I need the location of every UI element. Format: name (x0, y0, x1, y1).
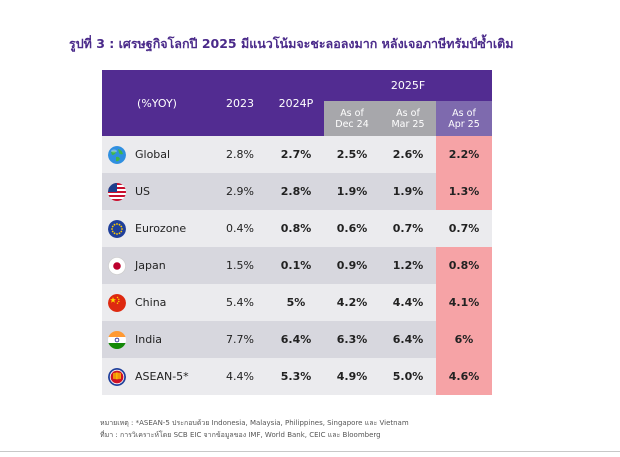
asean-icon (108, 367, 126, 386)
value-2023: 2.9% (226, 185, 254, 198)
value-2024p: 2.7% (280, 148, 312, 161)
subheader-apr25: As of Apr 25 (436, 101, 492, 136)
japan-flag-icon (108, 256, 126, 275)
value-2023: 1.5% (226, 259, 254, 272)
subheader-apr25-line1: As of (452, 107, 476, 119)
globe-icon (108, 145, 126, 164)
value-2023: 7.7% (226, 333, 254, 346)
source-note: ที่มา : การวิเคราะห์โดย SCB EIC จากข้อมู… (100, 431, 381, 439)
table-row: India 7.7% 6.4% 6.3% 6.4% 6% (102, 321, 492, 358)
header-yoy: (%YOY) (102, 70, 212, 136)
subheader-dec24-line2: Dec 24 (335, 118, 369, 130)
value-mar25: 4.4% (392, 296, 424, 309)
subheader-mar25-line2: Mar 25 (391, 118, 425, 130)
value-apr25: 4.1% (436, 284, 492, 321)
country-name: US (135, 185, 151, 198)
china-flag-icon (108, 293, 126, 312)
table-row: US 2.9% 2.8% 1.9% 1.9% 1.3% (102, 173, 492, 210)
country-name: Global (135, 148, 171, 161)
footnote: หมายเหตุ : *ASEAN-5 ประกอบด้วย Indonesia… (100, 419, 409, 427)
value-mar25: 2.6% (392, 148, 424, 161)
country-cell: Eurozone (102, 210, 212, 247)
value-2024p: 5% (286, 296, 306, 309)
value-2024p: 2.8% (280, 185, 312, 198)
subheader-dec24: As of Dec 24 (324, 101, 380, 136)
figure-title: รูปที่ 3 : เศรษฐกิจโลกปี 2025 มีแนวโน้มจ… (69, 36, 514, 51)
country-name: ASEAN-5* (135, 370, 189, 383)
us-flag-icon (108, 182, 126, 201)
value-dec24: 4.2% (336, 296, 368, 309)
table-row: Eurozone 0.4% 0.8% 0.6% 0.7% 0.7% (102, 210, 492, 247)
value-dec24: 0.9% (336, 259, 368, 272)
value-dec24: 6.3% (336, 333, 368, 346)
table-row: ASEAN-5* 4.4% 5.3% 4.9% 5.0% 4.6% (102, 358, 492, 395)
value-2024p: 0.1% (280, 259, 312, 272)
country-cell: ASEAN-5* (102, 358, 212, 395)
value-2024p: 6.4% (280, 333, 312, 346)
value-2023: 4.4% (226, 370, 254, 383)
country-cell: India (102, 321, 212, 358)
value-2023: 5.4% (226, 296, 254, 309)
subheader-mar25: As of Mar 25 (380, 101, 436, 136)
bottom-divider (0, 451, 620, 452)
value-dec24: 0.6% (336, 222, 368, 235)
table-row: China 5.4% 5% 4.2% 4.4% 4.1% (102, 284, 492, 321)
header-2023: 2023 (212, 70, 268, 136)
table-row: Japan 1.5% 0.1% 0.9% 1.2% 0.8% (102, 247, 492, 284)
growth-table: (%YOY) 2023 2024P 2025F As of Dec 24 As o… (102, 70, 492, 396)
country-name: Eurozone (135, 222, 187, 235)
country-cell: China (102, 284, 212, 321)
country-cell: Japan (102, 247, 212, 284)
value-2024p: 0.8% (280, 222, 312, 235)
header-2024p: 2024P (268, 70, 324, 136)
subheader-dec24-line1: As of (340, 107, 364, 119)
value-apr25: 4.6% (436, 358, 492, 395)
country-name: Japan (135, 259, 166, 272)
value-2024p: 5.3% (280, 370, 312, 383)
value-mar25: 1.2% (392, 259, 424, 272)
value-2023: 2.8% (226, 148, 254, 161)
header-2025f: 2025F (324, 70, 492, 101)
value-apr25: 0.8% (436, 247, 492, 284)
table-row: Global 2.8% 2.7% 2.5% 2.6% 2.2% (102, 136, 492, 173)
country-cell: Global (102, 136, 212, 173)
country-name: India (135, 333, 162, 346)
value-dec24: 2.5% (336, 148, 368, 161)
value-dec24: 4.9% (336, 370, 368, 383)
india-flag-icon (108, 330, 126, 349)
value-mar25: 1.9% (392, 185, 424, 198)
country-name: China (135, 296, 167, 309)
value-mar25: 0.7% (392, 222, 424, 235)
subheader-mar25-line1: As of (396, 107, 420, 119)
subheader-apr25-line2: Apr 25 (448, 118, 480, 130)
value-apr25: 0.7% (448, 222, 480, 235)
value-apr25: 6% (436, 321, 492, 358)
value-mar25: 6.4% (392, 333, 424, 346)
value-apr25: 1.3% (436, 173, 492, 210)
value-dec24: 1.9% (336, 185, 368, 198)
eu-flag-icon (108, 219, 126, 238)
value-mar25: 5.0% (392, 370, 424, 383)
country-cell: US (102, 173, 212, 210)
value-apr25: 2.2% (436, 136, 492, 173)
value-2023: 0.4% (226, 222, 254, 235)
